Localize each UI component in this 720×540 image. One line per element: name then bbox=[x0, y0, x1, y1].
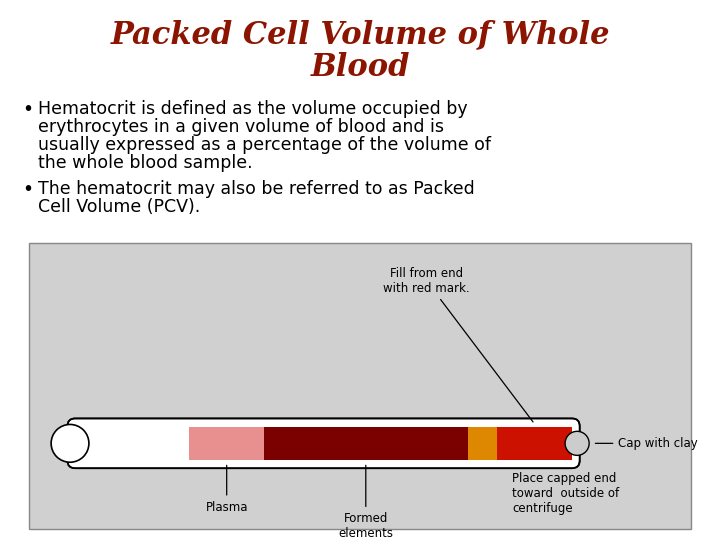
Text: Plasma: Plasma bbox=[205, 465, 248, 514]
Text: usually expressed as a percentage of the volume of: usually expressed as a percentage of the… bbox=[38, 136, 491, 154]
Text: Blood: Blood bbox=[310, 52, 410, 84]
Text: •: • bbox=[22, 100, 33, 119]
Text: Place capped end
toward  outside of
centrifuge: Place capped end toward outside of centr… bbox=[513, 472, 619, 515]
Text: Cap with clay: Cap with clay bbox=[595, 437, 698, 450]
Text: the whole blood sample.: the whole blood sample. bbox=[38, 154, 253, 172]
Text: Hematocrit is defined as the volume occupied by: Hematocrit is defined as the volume occu… bbox=[38, 100, 467, 118]
Circle shape bbox=[565, 431, 589, 455]
Text: erythrocytes in a given volume of blood and is: erythrocytes in a given volume of blood … bbox=[38, 118, 444, 136]
Bar bbox=[264, 427, 467, 460]
Text: Cell Volume (PCV).: Cell Volume (PCV). bbox=[38, 198, 200, 216]
Text: The hematocrit may also be referred to as Packed: The hematocrit may also be referred to a… bbox=[38, 180, 474, 198]
Text: Fill from end
with red mark.: Fill from end with red mark. bbox=[383, 267, 533, 422]
Circle shape bbox=[51, 424, 89, 462]
Bar bbox=[467, 427, 498, 460]
Text: Packed Cell Volume of Whole: Packed Cell Volume of Whole bbox=[110, 19, 610, 51]
Bar bbox=[189, 427, 264, 460]
Text: •: • bbox=[22, 180, 33, 199]
Text: Formed
elements: Formed elements bbox=[338, 465, 393, 540]
FancyBboxPatch shape bbox=[68, 418, 580, 468]
Bar bbox=[498, 427, 572, 460]
Bar bbox=[29, 243, 691, 529]
